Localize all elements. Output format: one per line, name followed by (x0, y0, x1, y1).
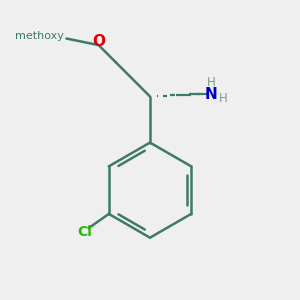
Text: H: H (219, 92, 228, 105)
Text: H: H (207, 76, 215, 89)
Text: O: O (93, 34, 106, 49)
Text: methoxy: methoxy (15, 31, 64, 40)
Text: N: N (205, 87, 217, 102)
Text: Cl: Cl (77, 225, 92, 239)
